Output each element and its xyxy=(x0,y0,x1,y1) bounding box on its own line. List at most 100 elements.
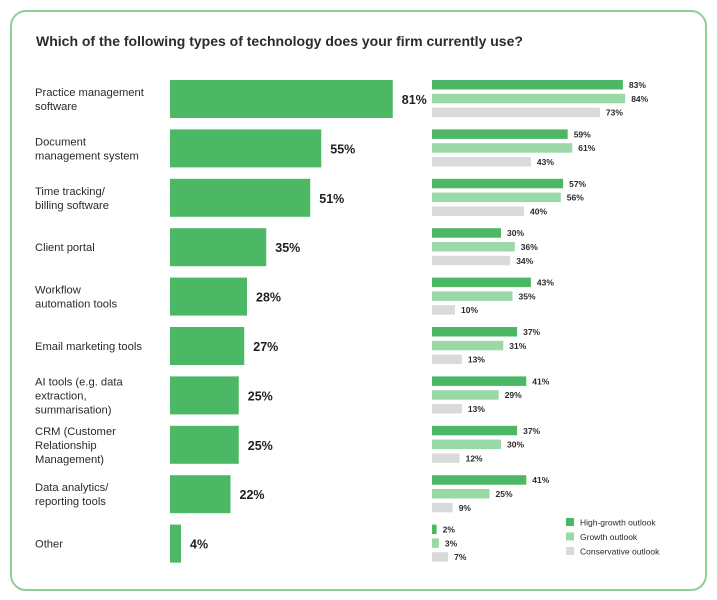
legend-label: Growth outlook xyxy=(580,532,638,542)
category-label-line: management system xyxy=(35,150,139,162)
outlook-value-label: 41% xyxy=(532,376,549,386)
outlook-value-label: 34% xyxy=(516,256,533,266)
category-label-line: extraction, xyxy=(35,390,87,402)
outlook-bar xyxy=(432,524,437,535)
category-label-line: CRM (Customer xyxy=(35,426,116,438)
outlook-value-label: 59% xyxy=(574,129,591,139)
legend-label: Conservative outlook xyxy=(580,547,660,557)
category-label-line: Management) xyxy=(35,454,104,466)
legend-swatch xyxy=(566,518,574,526)
overall-value-label: 35% xyxy=(275,241,300,255)
category-label-line: Other xyxy=(35,539,63,551)
legend-swatch xyxy=(566,547,574,555)
legend-swatch xyxy=(566,532,574,541)
category-label: Workflow automation tools xyxy=(35,285,117,311)
outlook-value-label: 31% xyxy=(509,341,526,351)
overall-value-label: 25% xyxy=(248,439,273,453)
outlook-value-label: 43% xyxy=(537,278,554,288)
category-label: Client portal xyxy=(35,242,95,254)
outlook-value-label: 10% xyxy=(461,305,478,315)
category-label: AI tools (e.g. data extraction, summarisat… xyxy=(35,376,123,416)
outlook-bar xyxy=(432,206,524,216)
outlook-bar xyxy=(432,439,501,450)
outlook-value-label: 13% xyxy=(468,355,485,365)
legend-label: High-growth outlook xyxy=(580,518,656,528)
category-labels: Practice management software Document manag… xyxy=(35,87,145,551)
outlook-value-label: 84% xyxy=(631,94,648,104)
outlook-value-label: 30% xyxy=(507,228,524,238)
outlook-value-label: 3% xyxy=(445,538,458,548)
outlook-value-label: 57% xyxy=(569,179,586,189)
category-label-line: Time tracking/ xyxy=(35,186,106,198)
outlook-bar xyxy=(432,475,527,485)
overall-bar xyxy=(170,376,239,415)
category-label-line: Workflow xyxy=(35,285,82,297)
outlook-value-label: 36% xyxy=(521,242,538,252)
overall-value-label: 51% xyxy=(319,192,344,206)
category-label: Practice management software xyxy=(35,87,145,113)
overall-value-label: 4% xyxy=(190,538,208,552)
outlook-bar xyxy=(432,390,499,400)
outlook-bar xyxy=(432,502,453,513)
outlook-bar xyxy=(432,305,455,315)
overall-bar xyxy=(170,277,247,316)
outlook-value-label: 73% xyxy=(606,108,623,118)
legend: High-growth outlook Growth outlook Conserv… xyxy=(566,518,660,557)
outlook-bar xyxy=(432,255,511,266)
overall-value-label: 55% xyxy=(330,142,355,156)
outlook-bar xyxy=(432,552,449,562)
outlook-bar xyxy=(432,340,504,351)
category-label-line: summarisation) xyxy=(35,404,112,416)
category-label: Data analytics/reporting tools xyxy=(35,482,109,508)
outlook-bar xyxy=(432,404,462,414)
outlook-value-label: 83% xyxy=(629,80,646,90)
overall-value-label: 28% xyxy=(256,291,281,305)
overall-bar xyxy=(170,178,311,217)
category-label-line: billing software xyxy=(35,200,109,212)
category-label-line: Relationship xyxy=(35,440,97,452)
category-label: Time tracking/billing software xyxy=(35,186,109,212)
overall-value-label: 81% xyxy=(402,93,427,107)
overall-value-label: 27% xyxy=(253,340,278,354)
category-label: Document management system xyxy=(35,136,139,162)
outlook-bar xyxy=(432,538,439,548)
outlook-bar xyxy=(432,143,573,153)
outlook-bar xyxy=(432,192,561,203)
category-label-line: AI tools (e.g. data xyxy=(35,376,123,388)
outlook-bar xyxy=(432,489,490,499)
overall-bar xyxy=(170,129,322,168)
category-label-line: automation tools xyxy=(35,299,117,311)
category-label-line: Document xyxy=(35,136,87,148)
outlook-bar xyxy=(432,80,623,90)
outlook-value-label: 43% xyxy=(537,157,554,167)
outlook-bar xyxy=(432,242,515,252)
category-label-line: Email marketing tools xyxy=(35,341,142,353)
outlook-value-label: 25% xyxy=(496,489,513,499)
category-label-line: Client portal xyxy=(35,242,95,254)
outlook-value-label: 37% xyxy=(523,426,540,436)
overall-value-label: 22% xyxy=(240,488,265,502)
category-label-line: reporting tools xyxy=(35,496,106,508)
outlook-bar xyxy=(432,157,531,167)
overall-bar xyxy=(170,228,267,267)
overall-bar xyxy=(170,524,181,563)
outlook-bar xyxy=(432,277,531,288)
outlook-bar xyxy=(432,376,527,386)
outlook-bar xyxy=(432,178,564,189)
outlook-value-label: 56% xyxy=(567,193,584,203)
outlook-value-label: 13% xyxy=(468,404,485,414)
outlook-value-label: 30% xyxy=(507,440,524,450)
outlook-bars: 83%84%73%59%61%43%57%56%40%30%36%34%43%3… xyxy=(432,80,649,562)
outlook-value-label: 7% xyxy=(454,552,467,562)
outlook-value-label: 9% xyxy=(459,503,472,513)
category-label: CRM (Customer Relationship Management) xyxy=(35,426,116,466)
outlook-bar xyxy=(432,291,513,301)
overall-bar xyxy=(170,80,393,118)
outlook-bar xyxy=(432,354,462,365)
outlook-bar xyxy=(432,453,460,463)
overall-bar xyxy=(170,327,245,365)
overall-bar xyxy=(170,425,239,464)
outlook-bar xyxy=(432,327,518,337)
category-label-line: software xyxy=(35,101,77,113)
